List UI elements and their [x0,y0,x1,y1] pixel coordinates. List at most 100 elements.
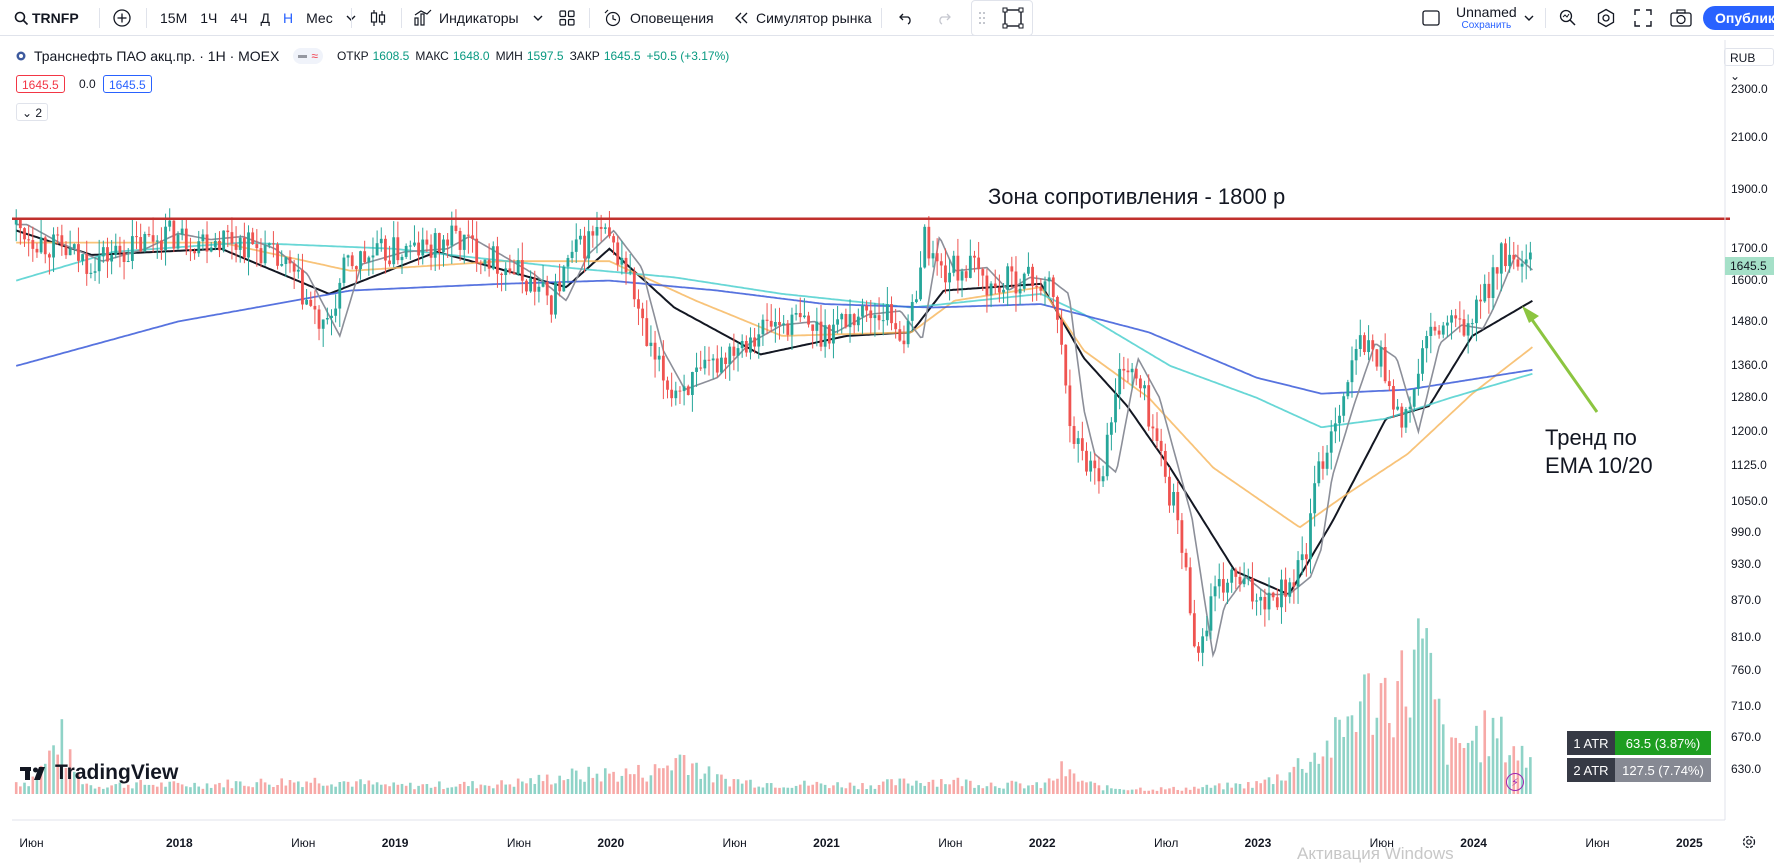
volume-bar [1367,673,1370,794]
layout-save[interactable]: Unnamed Сохранить [1456,0,1517,36]
tradingview-logo[interactable]: TradingView [20,761,178,785]
volume-bar [201,788,205,794]
candle-body [591,231,595,236]
candle-body [1433,326,1437,331]
lightning-icon[interactable]: ⚡ [1506,773,1524,791]
ema-layer [15,223,1533,659]
candle-body [471,235,474,239]
candle-body [176,234,180,249]
candle-body [68,248,72,256]
chart-type-button[interactable] [369,0,387,36]
interval-day[interactable]: Д [260,10,270,26]
close-label: ЗАКР [569,49,600,63]
collapse-indicators-button[interactable]: ⌄ 2 [16,103,49,121]
candle-body [915,299,918,303]
candle-body [205,234,209,252]
volume-bar [1047,778,1051,794]
chevron-down-icon[interactable] [346,14,356,22]
volume-bar [836,782,839,794]
atr-label-1: 1 ATR [1567,731,1615,755]
alerts-button[interactable]: Оповещения [603,0,714,36]
candle-body [836,319,839,325]
currency-selector[interactable]: RUB ⌄ [1724,48,1774,83]
screenshot-selection-button[interactable] [971,0,1033,36]
candle-body [1027,266,1030,274]
legend-toggle[interactable]: ≈ [293,48,323,64]
interval-15m[interactable]: 15M [160,10,188,26]
trend-annotation[interactable]: Тренд по EMA 10/20 [1545,424,1653,480]
sell-price-pill[interactable]: 1645.5 [16,75,65,93]
volume-bar [1064,776,1068,794]
resistance-annotation[interactable]: Зона сопротивления - 1800 р [988,184,1286,209]
volume-bar [122,787,126,794]
time-tick-label: 2019 [381,836,409,850]
rewind-icon [735,12,748,24]
volume-bar [1251,787,1254,794]
interval-month[interactable]: Мес [306,10,333,26]
volume-bar [243,785,246,794]
volume-bar [1197,788,1200,794]
candle-body [1379,347,1383,367]
layout-checkbox[interactable] [1422,0,1440,36]
quick-search-button[interactable] [1558,0,1578,36]
volume-bar [1081,780,1084,794]
interval-week[interactable]: Н [282,10,294,26]
candle-body [525,280,528,292]
templates-button[interactable] [558,0,576,36]
trend-annotation-line1: Тренд по [1545,425,1637,450]
drag-handle[interactable] [978,0,986,36]
candle-body [1130,368,1134,373]
redo-button[interactable] [936,0,952,36]
candle-body [1487,283,1491,299]
undo-button[interactable] [898,0,914,36]
volume-bar [989,782,993,794]
candle-body [1445,322,1449,326]
candle-body [1089,460,1093,472]
volume-bar [794,785,798,794]
candle-body [807,315,810,325]
candle-body [48,254,51,258]
candle-body [52,234,55,258]
candle-body [317,309,321,329]
change-value: +50.5 (+3.17%) [646,49,730,63]
candle-body [1080,438,1084,451]
settings-button[interactable] [1596,0,1616,36]
candle-body [350,255,354,267]
compare-button[interactable] [112,0,132,36]
candle-body [811,324,815,331]
buy-price-pill[interactable]: 1645.5 [103,75,152,93]
candle-body [101,247,105,257]
candle-body [1280,579,1283,608]
candle-body [218,240,221,251]
candle-body [354,266,358,270]
volume-bar [1487,756,1491,794]
candle-body [628,271,632,273]
candle-body [404,245,408,257]
indicators-button[interactable]: Индикаторы [413,0,543,36]
volume-bar [919,783,922,794]
interval-1h[interactable]: 1Ч [200,10,218,26]
candle-body [1105,434,1109,477]
axis-settings-button[interactable] [1741,828,1757,856]
fullscreen-button[interactable] [1634,0,1652,36]
candle-body [359,251,362,270]
candle-body [1516,259,1520,267]
market-simulator-button[interactable]: Симулятор рынка [733,0,872,36]
volume-bar [189,787,192,794]
volume-bar [404,785,408,794]
candle-body [272,243,275,245]
layout-menu-button[interactable] [1524,0,1534,36]
candle-body [661,355,665,381]
snapshot-button[interactable] [1670,0,1692,36]
publish-button[interactable]: Опублик [1703,6,1774,30]
candle-body [77,244,80,261]
volume-bar [1068,769,1072,794]
symbol-title[interactable]: Транснефть ПАО акц.пр. · 1Н · MOEX [34,48,280,64]
candle-body [1242,578,1246,585]
symbol-search[interactable]: TRNFP [14,0,79,36]
candle-body [931,253,935,259]
candle-body [670,389,674,399]
candle-body [1213,586,1217,597]
interval-4h[interactable]: 4Ч [230,10,248,26]
